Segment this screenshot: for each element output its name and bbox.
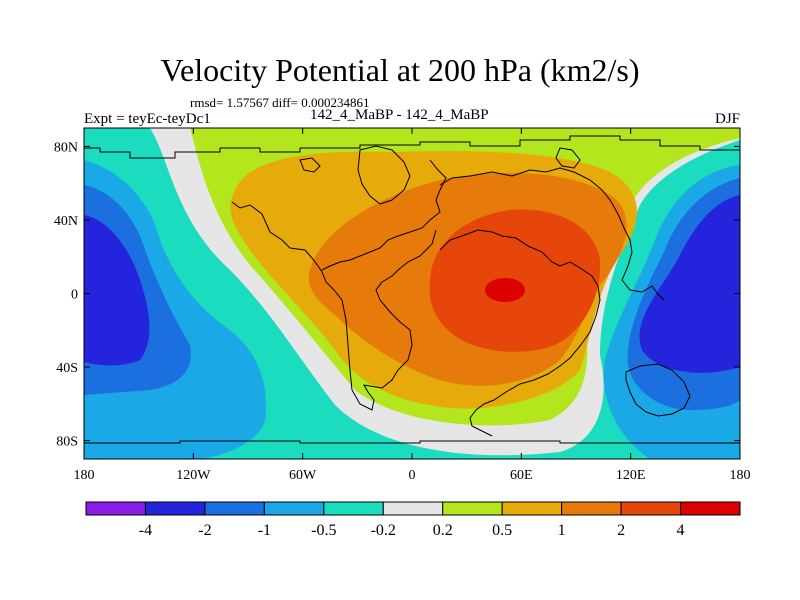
- coastline-south: [84, 440, 740, 444]
- colorbar-label: -4: [139, 522, 152, 539]
- coastline-europe: [321, 159, 447, 271]
- colorbar-swatch: [442, 501, 503, 516]
- y-tick-label: 80N: [54, 140, 78, 155]
- colorbar-label: 2: [617, 522, 625, 539]
- experiment-label: Expt = teyEc-teyDc1: [84, 111, 211, 127]
- colorbar-swatch: [680, 501, 741, 516]
- x-tick-label: 180: [730, 468, 751, 483]
- coastline-americas: [231, 201, 437, 411]
- season-label: DJF: [714, 111, 740, 127]
- coastline-north: [84, 135, 740, 159]
- x-tick-label: 180: [74, 468, 95, 483]
- coastline-australia: [625, 363, 691, 417]
- x-tick-label: 60W: [289, 468, 317, 483]
- colorbar-swatch: [144, 501, 206, 516]
- colorbar-swatch: [263, 501, 325, 516]
- y-tick-label: 40N: [54, 214, 78, 229]
- contour-core-above-4: [485, 278, 525, 302]
- colorbar-label: -1: [258, 522, 271, 539]
- coastline-africa: [439, 229, 601, 437]
- colorbar-swatch: [85, 501, 146, 516]
- colorbar-label: -2: [198, 522, 211, 539]
- colorbar-label: -0.5: [311, 522, 336, 539]
- x-tick-label: 120W: [176, 468, 211, 483]
- colorbar-swatch: [501, 501, 563, 516]
- coastlines: [84, 135, 740, 444]
- contour-field: [84, 128, 740, 459]
- colorbar-swatch: [204, 501, 265, 516]
- x-tick-label: 60E: [510, 468, 533, 483]
- colorbar-label: -0.2: [371, 522, 396, 539]
- colorbar-label: 1: [558, 522, 566, 539]
- x-tick-label: 0: [409, 468, 416, 483]
- coastline-asia: [439, 167, 665, 301]
- colorbar-swatch: [561, 501, 622, 516]
- colorbar-label: 4: [677, 522, 685, 539]
- contour-band-west-minus-2: [84, 215, 150, 366]
- colorbar-swatch: [620, 501, 682, 516]
- colorbar: -4 -2 -1 -0.5 -0.2 0.2 0.5 1 2 4: [85, 501, 741, 539]
- colorbar-label: 0.2: [433, 522, 453, 539]
- coastline-arctic-islands: [299, 147, 581, 173]
- axes: 180 120W 60W 0 60E 120E 180 80N 40N 0 40S 80S: [54, 128, 751, 483]
- coastline-greenland: [357, 145, 411, 205]
- contour-band-east-minus-2: [639, 195, 740, 373]
- colorbar-label: 0.5: [492, 522, 512, 539]
- colorbar-swatch: [323, 501, 384, 516]
- x-tick-label: 120E: [616, 468, 646, 483]
- y-tick-label: 0: [71, 288, 78, 303]
- y-tick-label: 40S: [56, 361, 78, 376]
- colorbar-swatch: [382, 501, 444, 516]
- dataset-label: 142_4_MaBP - 142_4_MaBP: [310, 107, 489, 123]
- chart-title: Velocity Potential at 200 hPa (km2/s): [160, 52, 640, 88]
- rmsd-diff-stats: rmsd= 1.57567 diff= 0.000234861: [190, 95, 370, 110]
- y-tick-label: 80S: [56, 435, 78, 450]
